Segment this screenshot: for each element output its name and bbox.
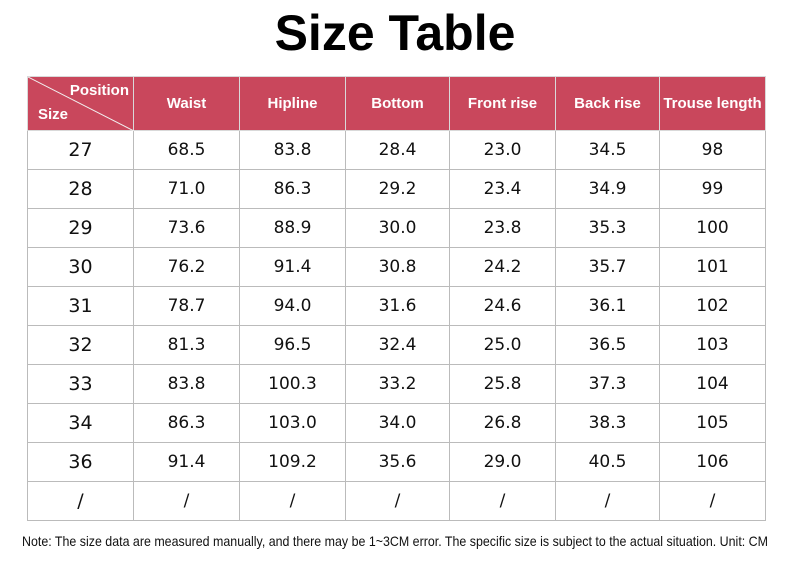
measure-cell: 98 [659,130,766,170]
table-row: / / / / / / / [27,481,766,521]
size-cell: 30 [27,247,134,287]
measure-cell: 104 [659,364,766,404]
measure-cell: 35.6 [345,442,450,482]
measure-cell: 40.5 [555,442,660,482]
measure-cell: 100 [659,208,766,248]
table-row: 27 68.5 83.8 28.4 23.0 34.5 98 [27,130,766,170]
measure-cell: 103 [659,325,766,365]
column-header: Waist [133,76,240,131]
measure-cell: 24.6 [449,286,556,326]
table-row: 33 83.8 100.3 33.2 25.8 37.3 104 [27,364,766,404]
measure-cell: 101 [659,247,766,287]
measure-cell: 35.3 [555,208,660,248]
measure-cell: 86.3 [239,169,346,209]
measure-cell: 23.0 [449,130,556,170]
measure-cell: 83.8 [239,130,346,170]
measure-cell: 23.8 [449,208,556,248]
measure-cell: 99 [659,169,766,209]
measure-cell: / [345,481,450,521]
size-cell: 34 [27,403,134,443]
measure-cell: 31.6 [345,286,450,326]
measure-cell: 91.4 [133,442,240,482]
size-cell: 29 [27,208,134,248]
size-cell: 31 [27,286,134,326]
note: Note: The size data are measured manuall… [22,533,768,549]
corner-top: Position [69,82,129,99]
measure-cell: / [133,481,240,521]
table-row: 29 73.6 88.9 30.0 23.8 35.3 100 [27,208,766,248]
measure-cell: 36.1 [555,286,660,326]
header-row: Position Size Waist Hipline Bottom Front ri… [27,76,766,131]
title: Size Table [274,5,516,61]
measure-cell: 91.4 [239,247,346,287]
size-cell: / [27,481,134,521]
measure-cell: 35.7 [555,247,660,287]
measure-cell: 36.5 [555,325,660,365]
measure-cell: 29.0 [449,442,556,482]
measure-cell: 106 [659,442,766,482]
size-cell: 33 [27,364,134,404]
measure-cell: 26.8 [449,403,556,443]
measure-cell: 34.5 [555,130,660,170]
column-header: Bottom [345,76,450,131]
column-header: Hipline [239,76,346,131]
table-row: 32 81.3 96.5 32.4 25.0 36.5 103 [27,325,766,365]
measure-cell: 100.3 [239,364,346,404]
table-row: 36 91.4 109.2 35.6 29.0 40.5 106 [27,442,766,482]
measure-cell: 25.0 [449,325,556,365]
measure-cell: 103.0 [239,403,346,443]
measure-cell: 86.3 [133,403,240,443]
measure-cell: 30.0 [345,208,450,248]
measure-cell: 24.2 [449,247,556,287]
measure-cell: 38.3 [555,403,660,443]
column-header: Trouse length [659,76,766,131]
measure-cell: / [659,481,766,521]
measure-cell: 78.7 [133,286,240,326]
size-cell: 28 [27,169,134,209]
note-text: Note: The size data are measured manuall… [22,533,768,549]
size-cell: 27 [27,130,134,170]
measure-cell: 23.4 [449,169,556,209]
measure-cell: 30.8 [345,247,450,287]
measure-cell: 94.0 [239,286,346,326]
corner-cell: Position Size [27,76,134,131]
measure-cell: 28.4 [345,130,450,170]
measure-cell: 37.3 [555,364,660,404]
measure-cell: 32.4 [345,325,450,365]
measure-cell: 88.9 [239,208,346,248]
table-row: 28 71.0 86.3 29.2 23.4 34.9 99 [27,169,766,209]
measure-cell: 81.3 [133,325,240,365]
size-cell: 32 [27,325,134,365]
measure-cell: 71.0 [133,169,240,209]
measure-cell: 33.2 [345,364,450,404]
measure-cell: 83.8 [133,364,240,404]
measure-cell: 76.2 [133,247,240,287]
measure-cell: 34.9 [555,169,660,209]
table-row: 30 76.2 91.4 30.8 24.2 35.7 101 [27,247,766,287]
measure-cell: 29.2 [345,169,450,209]
measure-cell: 105 [659,403,766,443]
measure-cell: 109.2 [239,442,346,482]
table-row: 34 86.3 103.0 34.0 26.8 38.3 105 [27,403,766,443]
measure-cell: 102 [659,286,766,326]
column-header: Front rise [449,76,556,131]
size-table: Position Size Waist Hipline Bottom Front ri… [27,76,766,521]
corner-bottom: Size [38,106,69,123]
measure-cell: 68.5 [133,130,240,170]
corner-diagonal [28,77,134,131]
measure-cell: 25.8 [449,364,556,404]
measure-cell: 73.6 [133,208,240,248]
measure-cell: / [555,481,660,521]
table-row: 31 78.7 94.0 31.6 24.6 36.1 102 [27,286,766,326]
measure-cell: 96.5 [239,325,346,365]
size-cell: 36 [27,442,134,482]
column-header: Back rise [555,76,660,131]
measure-cell: 34.0 [345,403,450,443]
measure-cell: / [449,481,556,521]
measure-cell: / [239,481,346,521]
